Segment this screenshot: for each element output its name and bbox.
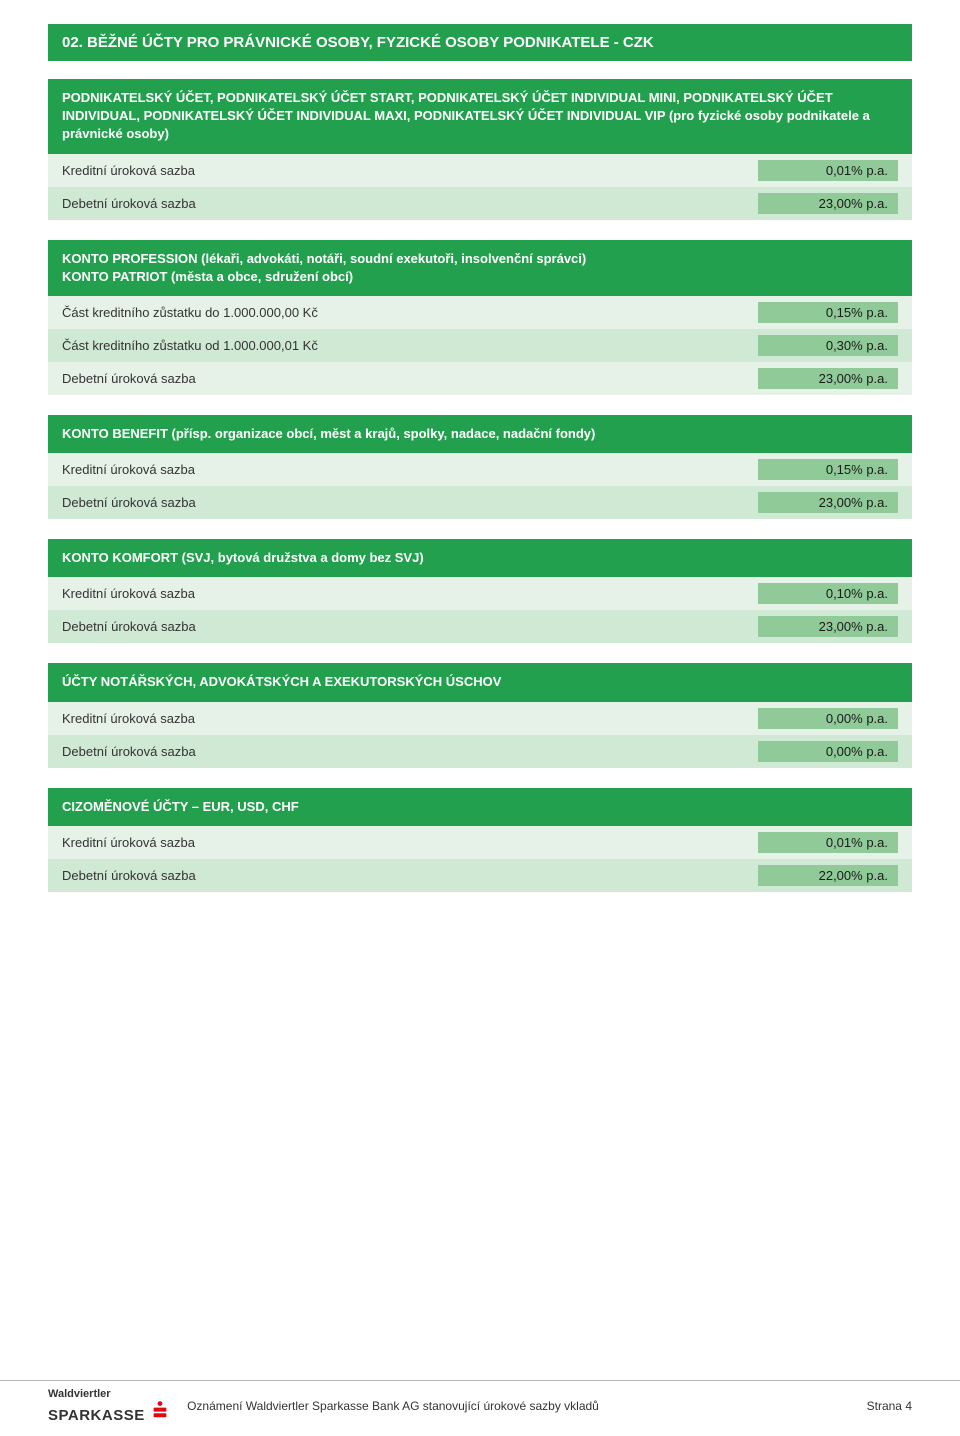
rate-row: Kreditní úroková sazba0,15% p.a. (48, 453, 912, 486)
rate-value: 22,00% p.a. (758, 865, 898, 886)
rate-value: 0,10% p.a. (758, 583, 898, 604)
section-header: KONTO BENEFIT (přísp. organizace obcí, m… (48, 415, 912, 453)
rate-value: 0,01% p.a. (758, 160, 898, 181)
rate-section: KONTO PROFESSION (lékaři, advokáti, notá… (48, 240, 912, 395)
logo-top-text: Waldviertler (48, 1389, 169, 1400)
rate-row: Debetní úroková sazba23,00% p.a. (48, 362, 912, 395)
section-header: PODNIKATELSKÝ ÚČET, PODNIKATELSKÝ ÚČET S… (48, 79, 912, 154)
rate-value: 23,00% p.a. (758, 616, 898, 637)
rate-row: Debetní úroková sazba23,00% p.a. (48, 610, 912, 643)
rate-row: Část kreditního zůstatku do 1.000.000,00… (48, 296, 912, 329)
logo-bottom-text: SPARKASSE (48, 1407, 145, 1424)
rate-value: 23,00% p.a. (758, 492, 898, 513)
rate-label: Debetní úroková sazba (62, 196, 758, 211)
rate-value: 0,30% p.a. (758, 335, 898, 356)
rate-value: 0,01% p.a. (758, 832, 898, 853)
rate-label: Debetní úroková sazba (62, 868, 758, 883)
rate-value: 0,00% p.a. (758, 708, 898, 729)
section-header: CIZOMĚNOVÉ ÚČTY – EUR, USD, CHF (48, 788, 912, 826)
sparkasse-s-icon (151, 1400, 169, 1420)
rate-label: Debetní úroková sazba (62, 619, 758, 634)
rate-row: Debetní úroková sazba0,00% p.a. (48, 735, 912, 768)
rate-label: Debetní úroková sazba (62, 495, 758, 510)
rate-section: CIZOMĚNOVÉ ÚČTY – EUR, USD, CHFKreditní … (48, 788, 912, 892)
rate-label: Kreditní úroková sazba (62, 163, 758, 178)
section-header: KONTO KOMFORT (SVJ, bytová družstva a do… (48, 539, 912, 577)
section-header: KONTO PROFESSION (lékaři, advokáti, notá… (48, 240, 912, 296)
rate-value: 23,00% p.a. (758, 193, 898, 214)
footer-center-text: Oznámení Waldviertler Sparkasse Bank AG … (187, 1399, 867, 1413)
rate-label: Kreditní úroková sazba (62, 462, 758, 477)
rate-label: Kreditní úroková sazba (62, 711, 758, 726)
footer-page-number: Strana 4 (867, 1399, 912, 1413)
rate-row: Debetní úroková sazba23,00% p.a. (48, 486, 912, 519)
rate-value: 0,00% p.a. (758, 741, 898, 762)
page-title: 02. BĚŽNÉ ÚČTY PRO PRÁVNICKÉ OSOBY, FYZI… (48, 24, 912, 61)
rate-row: Kreditní úroková sazba0,10% p.a. (48, 577, 912, 610)
rate-label: Část kreditního zůstatku do 1.000.000,00… (62, 305, 758, 320)
rate-section: ÚČTY NOTÁŘSKÝCH, ADVOKÁTSKÝCH A EXEKUTOR… (48, 663, 912, 767)
section-header: ÚČTY NOTÁŘSKÝCH, ADVOKÁTSKÝCH A EXEKUTOR… (48, 663, 912, 701)
rate-row: Část kreditního zůstatku od 1.000.000,01… (48, 329, 912, 362)
rate-label: Debetní úroková sazba (62, 371, 758, 386)
rate-row: Kreditní úroková sazba0,00% p.a. (48, 702, 912, 735)
rate-section: PODNIKATELSKÝ ÚČET, PODNIKATELSKÝ ÚČET S… (48, 79, 912, 220)
rate-value: 0,15% p.a. (758, 459, 898, 480)
rate-label: Část kreditního zůstatku od 1.000.000,01… (62, 338, 758, 353)
rate-row: Debetní úroková sazba22,00% p.a. (48, 859, 912, 892)
rate-section: KONTO KOMFORT (SVJ, bytová družstva a do… (48, 539, 912, 643)
rate-row: Kreditní úroková sazba0,01% p.a. (48, 826, 912, 859)
rate-section: KONTO BENEFIT (přísp. organizace obcí, m… (48, 415, 912, 519)
rate-row: Kreditní úroková sazba0,01% p.a. (48, 154, 912, 187)
rate-label: Kreditní úroková sazba (62, 586, 758, 601)
rate-label: Debetní úroková sazba (62, 744, 758, 759)
logo: Waldviertler SPARKASSE (48, 1389, 169, 1423)
rate-value: 23,00% p.a. (758, 368, 898, 389)
rate-value: 0,15% p.a. (758, 302, 898, 323)
rate-label: Kreditní úroková sazba (62, 835, 758, 850)
rate-row: Debetní úroková sazba23,00% p.a. (48, 187, 912, 220)
page-footer: Waldviertler SPARKASSE Oznámení Waldvier… (0, 1380, 960, 1435)
